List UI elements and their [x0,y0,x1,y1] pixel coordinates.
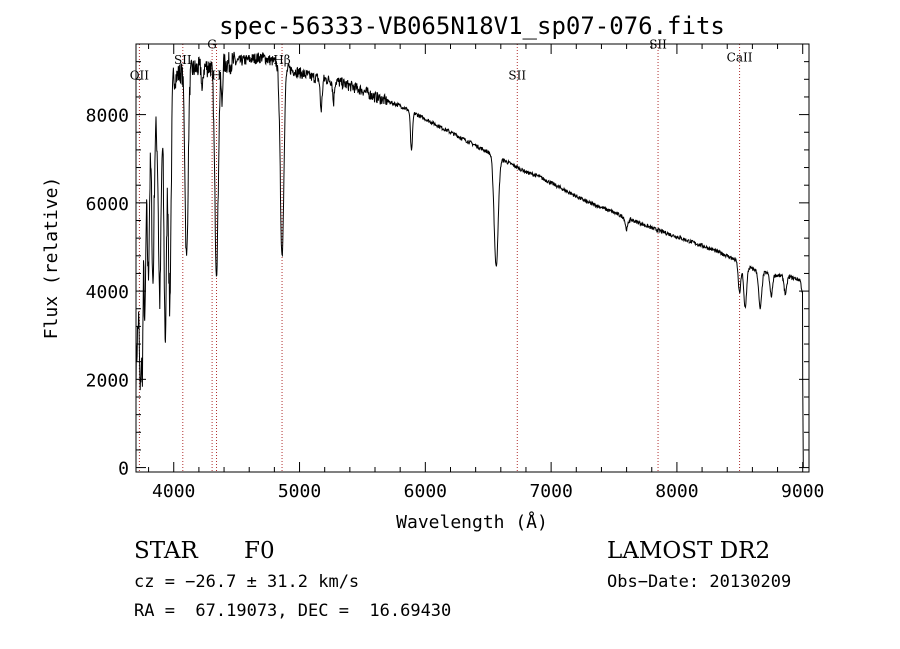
coordinates: RA = 67.19073, DEC = 16.69430 [134,601,452,621]
x-axis-ticks: 4000 5000 6000 7000 8000 9000 [148,44,824,502]
x-tick-label-9000: 9000 [781,481,824,502]
spectrum-line [135,51,804,468]
marker-label-5: SII [508,68,526,82]
marker-label-1: SII [174,53,192,67]
spectral-subclass: F0 [244,538,275,564]
marker-label-3: H [211,68,221,82]
y-tick-label-8000: 8000 [86,106,129,127]
x-tick-label-5000: 5000 [278,481,321,502]
line-markers [138,44,741,472]
x-tick-label-7000: 7000 [529,481,572,502]
y-tick-label-2000: 2000 [86,370,129,391]
obs-date: Obs−Date: 20130209 [607,572,792,592]
object-type: STAR [134,538,198,564]
plot-frame [135,43,810,473]
marker-label-0: OII [130,68,150,82]
chart-title: spec-56333-VB065N18V1_sp07-076.fits [219,12,725,40]
y-tick-label-6000: 6000 [86,194,129,215]
marker-label-4: Hβ [273,53,290,67]
x-tick-label-8000: 8000 [655,481,698,502]
y-axis-label: Flux (relative) [41,177,62,340]
marker-label-7: CaII [727,51,753,65]
y-axis-ticks: 0 2000 4000 6000 8000 [86,61,809,480]
y-tick-label-4000: 4000 [86,282,129,303]
survey-name: LAMOST DR2 [607,538,771,564]
x-tick-label-4000: 4000 [152,481,195,502]
velocity-readout: cz = −26.7 ± 31.2 km/s [134,572,360,592]
x-axis-label: Wavelength (Å) [396,511,548,533]
x-tick-label-6000: 6000 [404,481,447,502]
y-tick-label-0: 0 [118,459,129,480]
